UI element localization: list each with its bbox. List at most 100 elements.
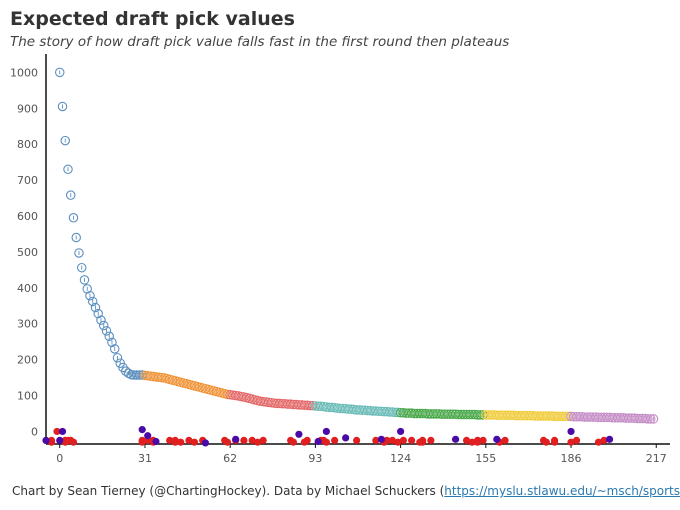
pick-value-point bbox=[648, 414, 659, 424]
scatter-dot bbox=[287, 436, 295, 445]
scatter-dot bbox=[353, 436, 361, 445]
scatter-dot bbox=[171, 436, 179, 445]
scatter-dot bbox=[377, 435, 385, 443]
scatter-dot bbox=[42, 436, 50, 445]
scatter-dot bbox=[408, 436, 416, 445]
scatter-dot bbox=[501, 436, 509, 445]
y-tick-label: 400 bbox=[17, 282, 38, 295]
y-tick-label: 500 bbox=[17, 246, 38, 259]
scatter-dot bbox=[47, 436, 56, 445]
pick-value-point bbox=[98, 320, 109, 331]
pick-value-point bbox=[101, 326, 112, 336]
caption-source-link[interactable]: https://myslu.stlawu.edu/~msch/sports/Sc… bbox=[444, 484, 680, 498]
scatter-dot bbox=[248, 436, 256, 445]
scatter-dot bbox=[427, 436, 435, 445]
scatter-dot bbox=[462, 436, 471, 445]
pick-value-point bbox=[646, 414, 656, 424]
scatter-dot bbox=[221, 436, 229, 445]
x-tick-label: 0 bbox=[56, 452, 63, 465]
pick-value-point bbox=[104, 331, 114, 342]
pick-value-point bbox=[71, 232, 81, 243]
scatter-dot bbox=[539, 436, 548, 445]
chart-subtitle: The story of how draft pick value falls … bbox=[10, 34, 510, 50]
pick-value-point bbox=[90, 302, 101, 313]
scatter-dot bbox=[399, 436, 407, 445]
chart-title: Expected draft pick values bbox=[10, 8, 295, 30]
scatter-dot bbox=[67, 436, 75, 445]
scatter-dot bbox=[479, 436, 487, 445]
scatter-dot bbox=[314, 437, 322, 446]
y-tick-label: 100 bbox=[17, 390, 38, 403]
y-tick-label: 0 bbox=[31, 425, 38, 438]
caption-text: Chart by Sean Tierney (@ChartingHockey).… bbox=[12, 484, 445, 498]
x-tick-label: 155 bbox=[475, 452, 496, 465]
pick-value-point bbox=[107, 337, 117, 348]
x-tick-label: 93 bbox=[308, 452, 322, 465]
scatter-dot bbox=[190, 438, 199, 446]
y-tick-label: 600 bbox=[17, 210, 38, 223]
pick-value-point bbox=[57, 101, 68, 112]
scatter-dot bbox=[418, 436, 427, 445]
pick-value-point bbox=[109, 344, 120, 354]
scatter-dot bbox=[322, 427, 330, 436]
scatter-dot bbox=[331, 436, 339, 445]
pick-value-point bbox=[54, 67, 65, 78]
scatter-dot bbox=[177, 438, 185, 446]
scatter-dot bbox=[473, 436, 482, 445]
scatter-dot bbox=[567, 427, 575, 436]
pick-value-point bbox=[85, 290, 95, 301]
scatter-dot bbox=[567, 438, 575, 446]
y-tick-label: 700 bbox=[17, 174, 38, 187]
pick-value-point bbox=[65, 190, 76, 200]
y-tick-label: 900 bbox=[17, 102, 38, 115]
scatter-dot bbox=[152, 437, 160, 446]
pick-value-point bbox=[68, 213, 79, 223]
scatter-dot bbox=[295, 430, 303, 438]
scatter-dot bbox=[320, 436, 328, 445]
scatter-dot bbox=[53, 427, 61, 436]
pick-value-point bbox=[96, 315, 106, 325]
scatter-dot bbox=[451, 435, 460, 443]
x-tick-label: 186 bbox=[561, 452, 582, 465]
scatter-dot bbox=[600, 436, 608, 445]
scatter-dot bbox=[138, 436, 146, 445]
scatter-dot bbox=[342, 434, 350, 442]
pick-value-point bbox=[112, 353, 123, 363]
scatter-dot bbox=[254, 438, 262, 446]
pick-value-point bbox=[82, 284, 92, 294]
x-tick-label: 124 bbox=[390, 452, 411, 465]
scatter-dot bbox=[58, 427, 67, 436]
scatter-dot bbox=[594, 438, 603, 446]
scatter-dot bbox=[493, 435, 501, 443]
y-tick-label: 200 bbox=[17, 354, 38, 367]
scatter-dot bbox=[572, 436, 581, 445]
pick-value-point bbox=[643, 414, 653, 424]
pick-value-point bbox=[74, 248, 84, 258]
scatter-dot bbox=[372, 436, 380, 445]
scatter-dot bbox=[383, 436, 391, 445]
scatter-dot bbox=[394, 438, 402, 446]
scatter-dot bbox=[468, 438, 476, 446]
scatter-dot bbox=[550, 436, 559, 445]
pick-value-point bbox=[63, 164, 73, 175]
scatter-dot bbox=[232, 435, 240, 443]
x-tick-label: 62 bbox=[223, 452, 237, 465]
scatter-dot bbox=[240, 436, 248, 445]
pick-value-point bbox=[93, 308, 103, 319]
x-tick-label: 217 bbox=[646, 452, 667, 465]
y-tick-label: 800 bbox=[17, 138, 38, 151]
y-tick-label: 1000 bbox=[10, 66, 38, 79]
scatter-dot bbox=[388, 436, 396, 445]
scatter-dot bbox=[56, 436, 64, 445]
chart-caption: Chart by Sean Tierney (@ChartingHockey).… bbox=[12, 484, 680, 498]
scatter-dot bbox=[303, 436, 311, 445]
pick-value-point bbox=[60, 135, 70, 146]
scatter-dot bbox=[397, 427, 405, 436]
pick-value-point bbox=[79, 275, 90, 285]
scatter-dot bbox=[166, 436, 174, 445]
pick-value-point bbox=[87, 296, 98, 307]
scatter-dot bbox=[201, 439, 210, 447]
scatter-dot bbox=[605, 435, 614, 443]
scatter-dot bbox=[259, 436, 267, 445]
